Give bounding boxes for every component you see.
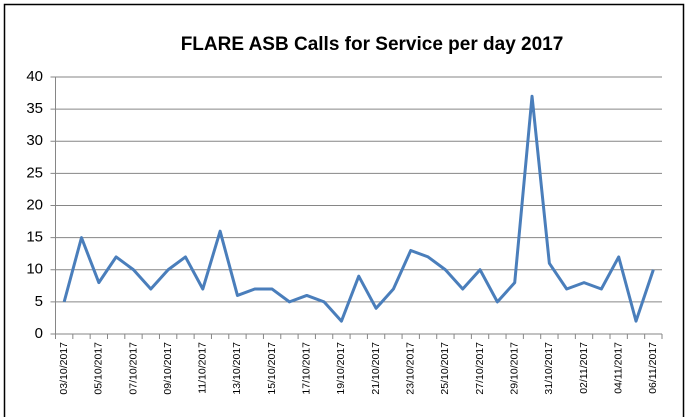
y-tick-label: 25	[26, 164, 43, 181]
x-tick-label: 05/10/2017	[93, 342, 105, 395]
y-tick-label: 10	[26, 261, 43, 278]
x-tick-label: 07/10/2017	[127, 342, 139, 395]
data-line	[62, 94, 655, 323]
x-tick-label: 13/10/2017	[231, 342, 243, 395]
x-tick-label: 04/11/2017	[612, 342, 624, 394]
y-tick-label: 5	[35, 293, 43, 310]
x-tick-label: 21/10/2017	[370, 342, 382, 395]
x-tick-label: 02/11/2017	[578, 342, 590, 394]
y-tick-label: 20	[26, 196, 43, 213]
y-tick-label: 30	[26, 132, 43, 149]
x-tick-label: 31/10/2017	[543, 342, 555, 395]
x-tick-label: 11/10/2017	[197, 342, 209, 394]
x-tick-label: 23/10/2017	[405, 342, 417, 395]
x-tick-label: 06/11/2017	[647, 342, 659, 394]
x-tick-label: 17/10/2017	[301, 342, 313, 395]
x-tick-label: 25/10/2017	[439, 342, 451, 395]
y-tick-label: 35	[26, 100, 43, 117]
x-tick-label: 27/10/2017	[474, 342, 486, 395]
chart-frame	[3, 3, 685, 417]
x-tick-label: 15/10/2017	[266, 342, 278, 395]
x-tick-label: 03/10/2017	[58, 342, 70, 395]
x-tick-label: 29/10/2017	[508, 342, 520, 395]
x-tick-label: 19/10/2017	[335, 342, 347, 395]
chart-title: FLARE ASB Calls for Service per day 2017	[181, 34, 564, 55]
y-tick-label: 15	[26, 229, 43, 246]
y-tick-label: 0	[35, 325, 43, 342]
x-tick-label: 09/10/2017	[162, 342, 174, 395]
y-tick-label: 40	[26, 68, 43, 85]
